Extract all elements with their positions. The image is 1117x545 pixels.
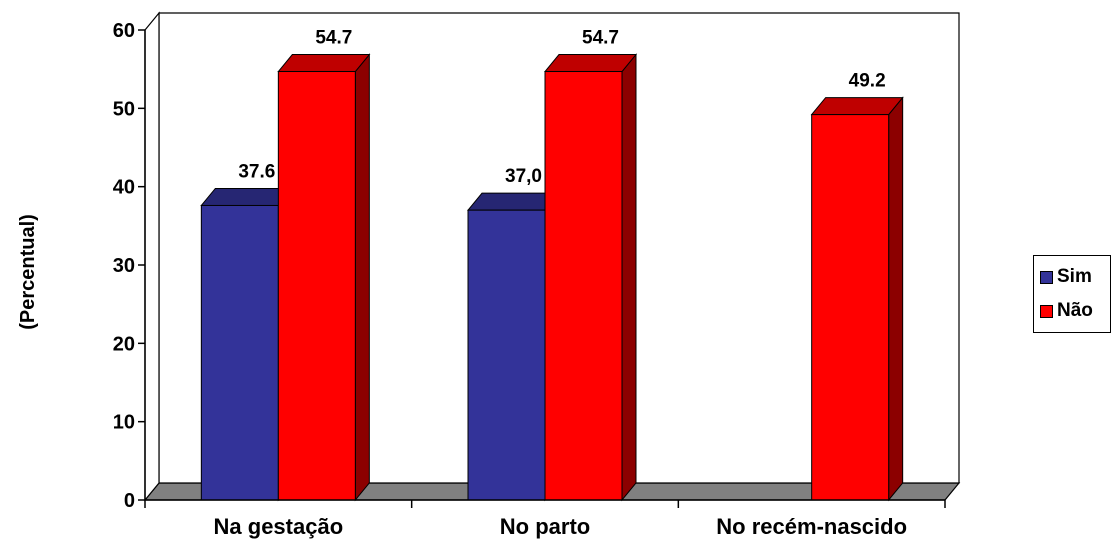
- y-tick-label: 20: [113, 333, 135, 355]
- legend-swatch-nao: [1040, 304, 1053, 318]
- data-label: 49.2: [849, 71, 886, 92]
- legend-label-nao: Não: [1057, 300, 1093, 321]
- y-axis: 0 10 20 30 40 50 60: [113, 20, 146, 512]
- bars: [200, 53, 904, 502]
- side-wall: [144, 11, 160, 502]
- bar-top: [277, 54, 371, 73]
- bar: [811, 114, 890, 501]
- legend-label-sim: Sim: [1057, 266, 1092, 287]
- legend-swatch-sim: [1040, 270, 1053, 284]
- y-tick-label: 10: [113, 412, 135, 434]
- legend-item-sim: Sim: [1040, 265, 1092, 289]
- legend: Sim Não: [1033, 255, 1111, 333]
- data-label: 54.7: [315, 28, 352, 49]
- y-tick-label: 0: [124, 490, 135, 512]
- data-label: 37.6: [238, 161, 275, 182]
- data-label: 37,0: [505, 166, 542, 187]
- bar-side: [354, 53, 370, 502]
- data-labels: 37.6 54.7 37,0 54.7 49.2: [238, 28, 885, 188]
- y-axis-label: (Percentual): [17, 214, 39, 330]
- bar-side: [888, 96, 904, 502]
- legend-item-nao: Não: [1040, 299, 1093, 323]
- bar: [467, 209, 546, 501]
- bar-top: [810, 97, 904, 116]
- bar: [544, 71, 623, 501]
- bar-top: [543, 54, 638, 73]
- category-label: Na gestação: [214, 514, 344, 539]
- y-tick-label: 30: [113, 255, 135, 277]
- category-label: No recém-nascido: [716, 514, 907, 539]
- data-label: 54.7: [582, 28, 619, 49]
- bar-side: [621, 53, 637, 502]
- y-tick-label: 60: [113, 20, 135, 42]
- bar: [277, 71, 356, 501]
- bar: [200, 204, 279, 501]
- x-axis: Na gestação No parto No recém-nascido: [144, 499, 946, 539]
- y-tick-label: 40: [113, 177, 135, 199]
- category-label: No parto: [500, 514, 590, 539]
- y-tick-label: 50: [113, 98, 135, 120]
